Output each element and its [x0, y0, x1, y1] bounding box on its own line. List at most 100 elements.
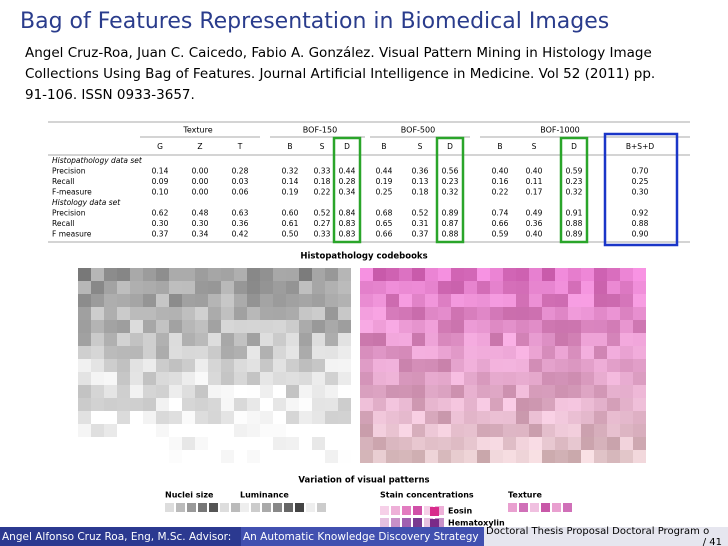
- pink-patch: [399, 268, 412, 281]
- table-cell: 0.30: [192, 219, 209, 228]
- pink-patch: [464, 398, 477, 411]
- legend-swatch: [198, 503, 207, 512]
- gray-patch: [286, 398, 299, 411]
- pink-patch: [386, 385, 399, 398]
- pink-patch: [542, 398, 555, 411]
- pink-patch: [581, 307, 594, 320]
- gray-patch: [156, 346, 169, 359]
- pink-patch: [425, 372, 438, 385]
- pink-patch: [503, 281, 516, 294]
- pink-patch: [399, 424, 412, 437]
- footer-author: Angel Alfonso Cruz Roa, Eng, M.Sc. Advis…: [2, 531, 231, 543]
- gray-patch: [182, 437, 195, 450]
- gray-patch: [78, 359, 91, 372]
- pink-patch: [607, 307, 620, 320]
- legend-swatch: [209, 503, 218, 512]
- pink-patch: [360, 294, 373, 307]
- pink-patch: [373, 359, 386, 372]
- pink-patch: [503, 333, 516, 346]
- gray-patch: [299, 437, 312, 450]
- table-cell: 0.22: [314, 188, 331, 197]
- gray-patch: [143, 333, 156, 346]
- pink-patch: [555, 307, 568, 320]
- legend-swatch: [262, 503, 271, 512]
- gray-patch: [182, 450, 195, 463]
- pink-patch: [594, 320, 607, 333]
- gray-patch: [130, 437, 143, 450]
- pink-patch: [451, 294, 464, 307]
- pink-patch: [360, 281, 373, 294]
- gray-patch: [325, 398, 338, 411]
- table-cell: 0.17: [526, 188, 543, 197]
- gray-patch: [221, 437, 234, 450]
- pink-patch: [516, 346, 529, 359]
- table-cell: 0.83: [339, 219, 356, 228]
- table-cell: 0.90: [632, 230, 649, 239]
- gray-patch: [117, 281, 130, 294]
- pink-patch: [529, 359, 542, 372]
- table-column: B: [381, 142, 386, 151]
- gray-patch: [338, 372, 351, 385]
- gray-patch: [143, 268, 156, 281]
- legend-swatch: [563, 503, 572, 512]
- slide-title: Bag of Features Representation in Biomed…: [20, 9, 609, 34]
- pink-patch: [412, 346, 425, 359]
- pink-patch: [503, 268, 516, 281]
- pink-patch: [399, 398, 412, 411]
- gray-patch: [130, 268, 143, 281]
- gray-patch: [208, 372, 221, 385]
- gray-patch: [156, 424, 169, 437]
- pink-patch: [581, 320, 594, 333]
- pink-patch: [490, 398, 503, 411]
- gray-patch: [156, 320, 169, 333]
- pink-patch: [399, 294, 412, 307]
- legend-swatch: [187, 503, 196, 512]
- pink-patch: [412, 385, 425, 398]
- gray-patch: [286, 346, 299, 359]
- table-column: B: [497, 142, 502, 151]
- pink-patch: [360, 346, 373, 359]
- pink-patch: [555, 411, 568, 424]
- table-cell: 0.14: [152, 167, 169, 176]
- pink-patch: [386, 333, 399, 346]
- legend-swatch: [176, 503, 185, 512]
- gray-patch: [312, 281, 325, 294]
- gray-patch: [260, 359, 273, 372]
- gray-patch: [104, 320, 117, 333]
- pink-patch: [438, 385, 451, 398]
- pink-patch: [633, 281, 646, 294]
- gray-patch: [221, 268, 234, 281]
- pink-patch: [373, 307, 386, 320]
- gray-patch: [78, 398, 91, 411]
- pink-patch: [425, 398, 438, 411]
- gray-patch: [312, 333, 325, 346]
- pink-patch: [581, 424, 594, 437]
- pink-patch: [607, 294, 620, 307]
- pink-patch: [490, 346, 503, 359]
- pink-patch: [464, 450, 477, 463]
- gray-patch: [325, 424, 338, 437]
- pink-patch: [607, 372, 620, 385]
- gray-patch: [195, 346, 208, 359]
- pink-patch: [438, 346, 451, 359]
- pink-patch: [607, 320, 620, 333]
- pink-patch: [451, 398, 464, 411]
- pink-patch: [373, 333, 386, 346]
- pink-patch: [568, 437, 581, 450]
- gray-patch: [143, 450, 156, 463]
- pink-patch: [399, 385, 412, 398]
- pink-patch: [477, 424, 490, 437]
- pink-patch: [386, 359, 399, 372]
- pink-patch: [503, 450, 516, 463]
- gray-patch: [130, 372, 143, 385]
- pink-patch: [360, 385, 373, 398]
- pink-patch: [412, 372, 425, 385]
- gray-patch: [78, 268, 91, 281]
- pink-patch: [633, 398, 646, 411]
- gray-patch: [130, 333, 143, 346]
- pink-patch: [620, 268, 633, 281]
- table-cell: 0.23: [442, 177, 459, 186]
- table-cell: 0.66: [376, 230, 393, 239]
- gray-patch: [338, 359, 351, 372]
